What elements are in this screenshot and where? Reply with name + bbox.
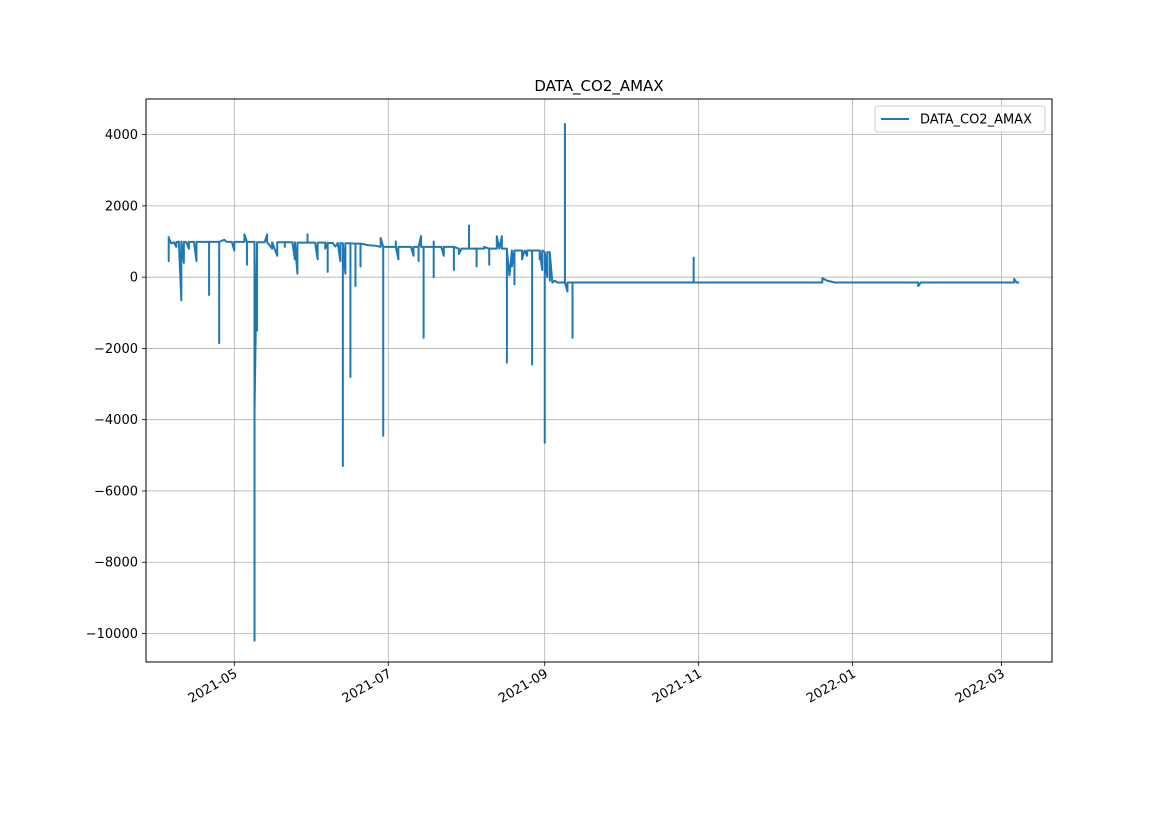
y-tick-label: −6000	[94, 484, 138, 499]
series-line	[167, 122, 1020, 642]
chart-title: DATA_CO2_AMAX	[534, 77, 663, 96]
legend: DATA_CO2_AMAX	[874, 105, 1046, 133]
plot-frame	[145, 98, 1053, 663]
series-layer	[167, 122, 1020, 642]
legend-box	[874, 105, 1046, 133]
legend-label: DATA_CO2_AMAX	[920, 113, 1032, 128]
y-tick-label: 0	[130, 271, 138, 286]
y-axis: 4000 2000 0 −2000 −4000 −6000 −8000 −10000	[86, 128, 146, 642]
y-tick-label: −8000	[94, 556, 138, 571]
y-tick-label: −2000	[94, 342, 138, 357]
y-tick-label: −10000	[86, 627, 138, 642]
y-tick-label: −4000	[94, 413, 138, 428]
y-tick-label: 2000	[105, 199, 138, 214]
y-tick-label: 4000	[105, 128, 138, 143]
